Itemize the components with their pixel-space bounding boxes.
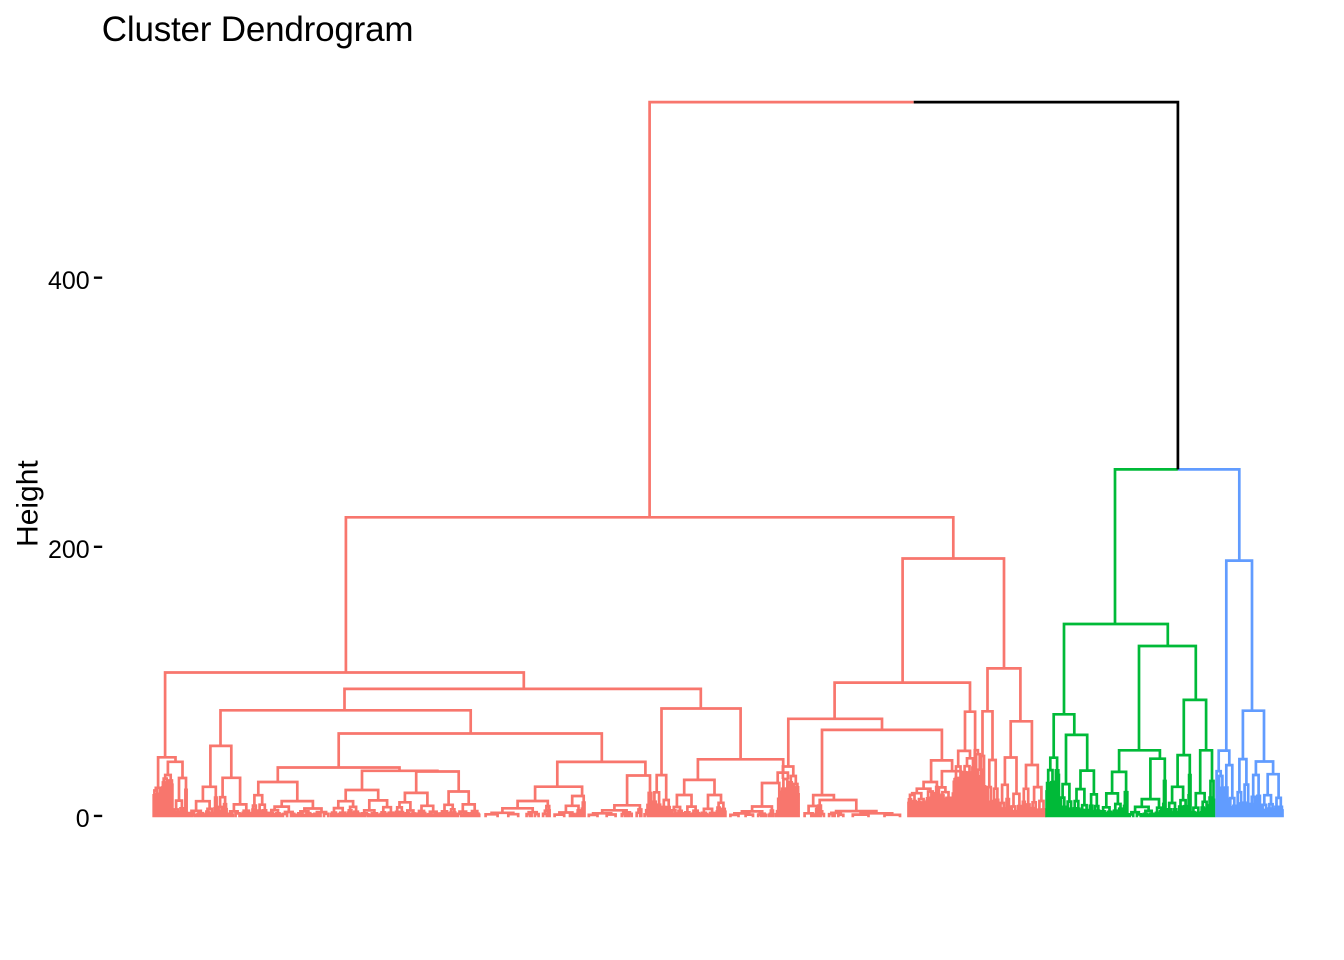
svg-text:Height: Height — [12, 460, 45, 547]
svg-text:Cluster Dendrogram: Cluster Dendrogram — [102, 10, 414, 49]
svg-text:400: 400 — [48, 267, 90, 295]
svg-text:0: 0 — [76, 805, 90, 833]
svg-text:200: 200 — [48, 536, 90, 564]
